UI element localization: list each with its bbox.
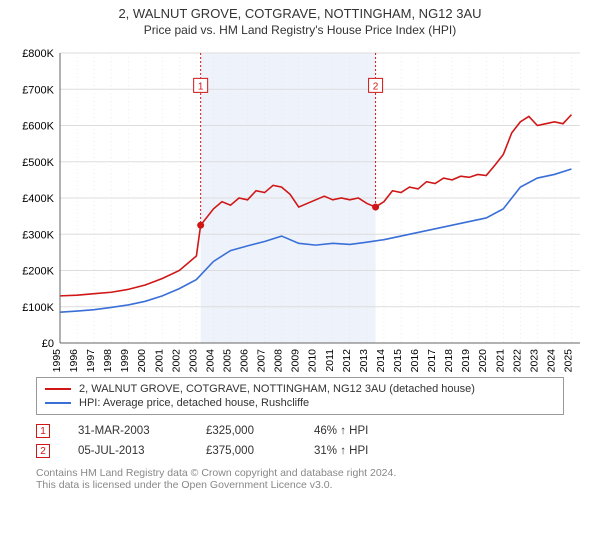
footer-line2: This data is licensed under the Open Gov… xyxy=(36,479,564,491)
svg-text:£300K: £300K xyxy=(22,229,54,241)
svg-text:2024: 2024 xyxy=(545,349,557,373)
title-sub: Price paid vs. HM Land Registry's House … xyxy=(0,23,600,37)
svg-text:2018: 2018 xyxy=(443,349,455,373)
svg-text:1: 1 xyxy=(198,81,204,92)
svg-text:£200K: £200K xyxy=(22,266,54,278)
svg-text:£700K: £700K xyxy=(22,84,54,96)
sale-price: £325,000 xyxy=(206,425,286,437)
svg-text:2: 2 xyxy=(373,81,379,92)
svg-text:2001: 2001 xyxy=(153,349,165,373)
legend-label: 2, WALNUT GROVE, COTGRAVE, NOTTINGHAM, N… xyxy=(79,383,475,395)
svg-text:2025: 2025 xyxy=(562,349,574,373)
svg-text:2017: 2017 xyxy=(426,349,438,373)
svg-text:£400K: £400K xyxy=(22,193,54,205)
svg-text:2021: 2021 xyxy=(494,349,506,373)
svg-text:2007: 2007 xyxy=(256,349,268,373)
svg-text:2016: 2016 xyxy=(409,349,421,373)
svg-text:1997: 1997 xyxy=(85,349,97,373)
sales-table: 1 31-MAR-2003 £325,000 46% ↑ HPI 2 05-JUL-201… xyxy=(36,421,564,461)
svg-text:£500K: £500K xyxy=(22,157,54,169)
sale-marker: 2 xyxy=(36,444,50,458)
legend-swatch xyxy=(45,402,71,404)
sale-delta: 46% ↑ HPI xyxy=(314,425,404,437)
svg-text:£600K: £600K xyxy=(22,121,54,133)
chart-svg: 1 2 £0 £100K £200K £300K £400K £500K £600K £700K £… xyxy=(10,43,590,373)
svg-text:2015: 2015 xyxy=(392,349,404,373)
legend-label: HPI: Average price, detached house, Rush… xyxy=(79,397,309,409)
svg-text:£0: £0 xyxy=(42,338,54,350)
svg-text:2022: 2022 xyxy=(511,349,523,373)
svg-text:1995: 1995 xyxy=(51,349,63,373)
legend-item: 2, WALNUT GROVE, COTGRAVE, NOTTINGHAM, N… xyxy=(45,382,555,396)
title-address: 2, WALNUT GROVE, COTGRAVE, NOTTINGHAM, N… xyxy=(0,6,600,21)
svg-text:1996: 1996 xyxy=(68,349,80,373)
svg-text:2004: 2004 xyxy=(204,349,216,373)
svg-text:1999: 1999 xyxy=(119,349,131,373)
svg-text:2002: 2002 xyxy=(170,349,182,373)
sale-marker: 1 xyxy=(36,424,50,438)
price-chart: 1 2 £0 £100K £200K £300K £400K £500K £600K £700K £… xyxy=(10,43,590,373)
svg-text:2011: 2011 xyxy=(324,349,336,372)
sale-date: 05-JUL-2013 xyxy=(78,445,178,457)
svg-text:2010: 2010 xyxy=(307,349,319,373)
svg-text:2019: 2019 xyxy=(460,349,472,373)
sale-delta: 31% ↑ HPI xyxy=(314,445,404,457)
svg-text:2005: 2005 xyxy=(221,349,233,373)
svg-text:£800K: £800K xyxy=(22,48,54,60)
svg-text:2006: 2006 xyxy=(239,349,251,373)
sale-row: 2 05-JUL-2013 £375,000 31% ↑ HPI xyxy=(36,441,564,461)
legend: 2, WALNUT GROVE, COTGRAVE, NOTTINGHAM, N… xyxy=(36,377,564,415)
footer: Contains HM Land Registry data © Crown c… xyxy=(36,467,564,491)
svg-text:2003: 2003 xyxy=(187,349,199,373)
footer-line1: Contains HM Land Registry data © Crown c… xyxy=(36,467,564,479)
svg-text:2014: 2014 xyxy=(375,349,387,373)
svg-text:£100K: £100K xyxy=(22,302,54,314)
svg-text:2012: 2012 xyxy=(341,349,353,373)
svg-text:2023: 2023 xyxy=(528,349,540,373)
legend-item: HPI: Average price, detached house, Rush… xyxy=(45,396,555,410)
svg-text:2020: 2020 xyxy=(477,349,489,373)
svg-text:2008: 2008 xyxy=(273,349,285,373)
svg-text:1998: 1998 xyxy=(102,349,114,373)
svg-text:2000: 2000 xyxy=(136,349,148,373)
sale-price: £375,000 xyxy=(206,445,286,457)
svg-text:2013: 2013 xyxy=(358,349,370,373)
sale-date: 31-MAR-2003 xyxy=(78,425,178,437)
legend-swatch xyxy=(45,388,71,390)
sale-row: 1 31-MAR-2003 £325,000 46% ↑ HPI xyxy=(36,421,564,441)
svg-text:2009: 2009 xyxy=(290,349,302,373)
